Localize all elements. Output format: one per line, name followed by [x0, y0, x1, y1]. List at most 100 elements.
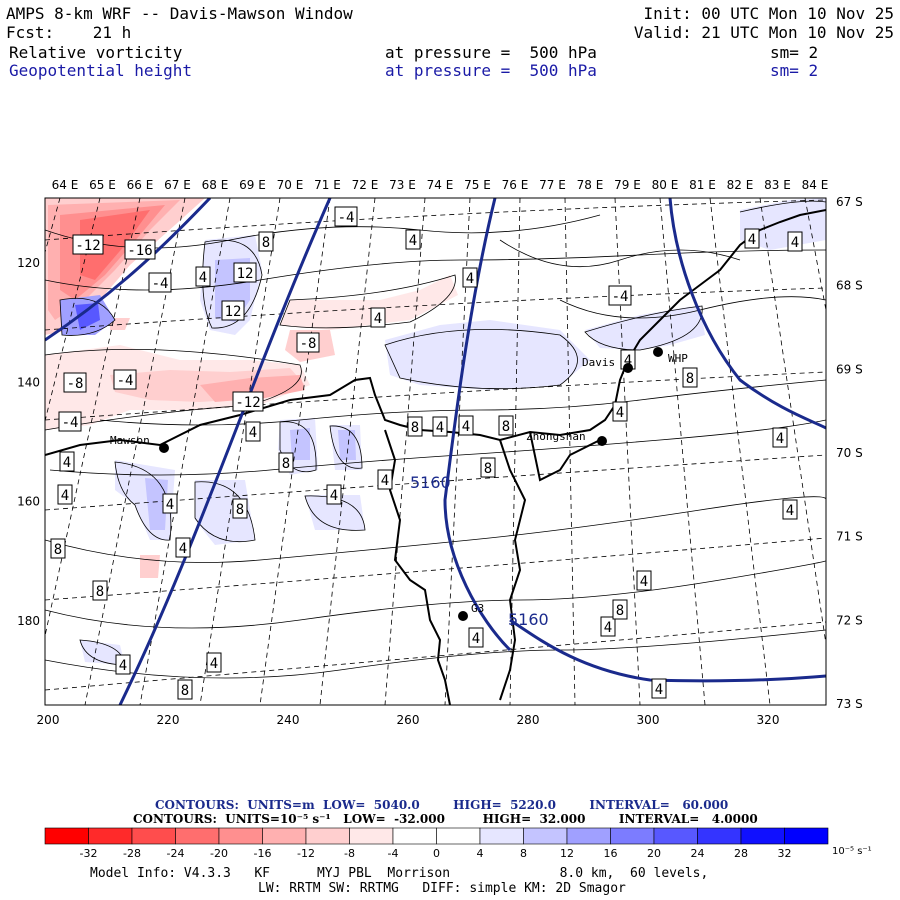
colorbar-label: 24: [691, 847, 705, 860]
grid-y-label: 160: [17, 495, 40, 509]
svg-text:4: 4: [472, 631, 480, 647]
latitude-label: 68 S: [836, 279, 863, 293]
svg-text:12: 12: [225, 304, 242, 320]
vorticity-label: 4: [326, 484, 342, 505]
svg-text:4: 4: [119, 658, 127, 674]
svg-text:4: 4: [462, 419, 470, 435]
colorbar-swatch: [218, 827, 263, 845]
colorbar-label: -16: [254, 847, 272, 860]
colorbar-swatch: [131, 827, 176, 845]
vorticity-label: 12: [233, 262, 257, 283]
chart-title: AMPS 8-km WRF -- Davis-Mawson Window: [6, 4, 353, 23]
vorticity-label: -8: [296, 332, 320, 353]
vorticity-label: 8: [232, 498, 248, 519]
grid-x-label: 300: [637, 713, 660, 727]
vorticity-label: 4: [245, 421, 261, 442]
colorbar-label: -12: [297, 847, 315, 860]
colorbar-label: -8: [344, 847, 355, 860]
longitude-label: 73 E: [389, 178, 416, 192]
svg-text:4: 4: [655, 682, 663, 698]
model-info-line2: LW: RRTM SW: RRTMG DIFF: simple KM: 2D S…: [258, 881, 626, 896]
colorbar-swatch: [392, 827, 437, 845]
colorbar-swatch: [349, 827, 394, 845]
colorbar-swatch: [740, 827, 785, 845]
svg-text:-8: -8: [300, 336, 317, 352]
svg-text:-4: -4: [338, 210, 355, 226]
parallel-grid: [45, 199, 826, 705]
longitude-label: 83 E: [764, 178, 791, 192]
positive-vorticity-shading: [60, 198, 826, 665]
vorticity-label: 4: [195, 266, 211, 287]
station-label-whp: WHP: [668, 352, 688, 365]
grid-x-labels: 200 220 240 260 280 300 320: [37, 713, 780, 727]
svg-text:8: 8: [616, 603, 624, 619]
vorticity-label: -4: [148, 272, 172, 293]
field1-level: at pressure = 500 hPa: [385, 43, 597, 62]
svg-text:8: 8: [236, 502, 244, 518]
vorticity-label: 4: [377, 469, 393, 490]
colorbar-swatch: [262, 827, 307, 845]
vorticity-label: 8: [278, 452, 294, 473]
svg-text:4: 4: [210, 656, 218, 672]
colorbar-unit: 10⁻⁵ s⁻¹: [832, 846, 872, 857]
svg-text:4: 4: [776, 431, 784, 447]
vorticity-label: 4: [612, 401, 628, 422]
svg-text:4: 4: [166, 497, 174, 513]
vorticity-label: 4: [636, 570, 652, 591]
svg-text:-16: -16: [127, 243, 152, 259]
vorticity-label: 4: [468, 627, 484, 648]
colorbar-label: -24: [167, 847, 185, 860]
longitude-label: 79 E: [614, 178, 641, 192]
longitude-label: 72 E: [352, 178, 379, 192]
svg-text:-8: -8: [67, 376, 84, 392]
colorbar-swatch: [436, 827, 481, 845]
vorticity-label: 8: [407, 416, 423, 437]
grid-x-label: 280: [517, 713, 540, 727]
svg-text:4: 4: [63, 455, 71, 471]
vorticity-label: 8: [480, 457, 496, 478]
svg-text:-4: -4: [612, 289, 629, 305]
vorticity-label: 4: [462, 267, 478, 288]
longitude-label: 70 E: [277, 178, 304, 192]
latitude-label: 72 S: [836, 613, 863, 627]
longitude-label: 84 E: [802, 178, 829, 192]
vorticity-label: 8: [50, 538, 66, 559]
map-frame: [44, 197, 827, 706]
height-label: 5160: [410, 473, 451, 492]
station-label-davis: Davis: [582, 356, 615, 369]
field2-smoothing: sm= 2: [770, 61, 819, 80]
vorticity-label: 4: [782, 499, 798, 520]
vorticity-label: 4: [458, 415, 474, 436]
station-marker: [159, 443, 169, 453]
vorticity-label: 8: [682, 367, 698, 388]
svg-text:4: 4: [330, 488, 338, 504]
vorticity-label: 4: [59, 451, 75, 472]
svg-text:12: 12: [237, 266, 254, 282]
colorbar-swatch: [305, 827, 350, 845]
grid-y-label: 120: [17, 256, 40, 270]
vorticity-label: 8: [258, 231, 274, 252]
vorticity-label: 4: [370, 307, 386, 328]
vorticity-contours: [45, 200, 826, 679]
grid-y-labels: 120 140 160 180: [17, 256, 40, 628]
colorbar-swatch: [88, 827, 133, 845]
svg-text:4: 4: [249, 425, 257, 441]
vorticity-contour-info: CONTOURS: UNITS=10⁻⁵ s⁻¹ LOW= -32.000 HI…: [133, 812, 758, 826]
colorbar-swatch: [566, 827, 611, 845]
svg-text:8: 8: [411, 420, 419, 436]
vorticity-label: 4: [772, 427, 788, 448]
vorticity-label: 4: [405, 229, 421, 250]
svg-text:8: 8: [181, 683, 189, 699]
latitude-label: 70 S: [836, 446, 863, 460]
colorbar-label: 8: [520, 847, 527, 860]
svg-text:4: 4: [374, 311, 382, 327]
height-contour-info: CONTOURS: UNITS=m LOW= 5040.0 HIGH= 5220…: [155, 798, 729, 812]
field1-smoothing: sm= 2: [770, 43, 819, 62]
colorbar-swatch: [175, 827, 220, 845]
grid-y-label: 180: [17, 614, 40, 628]
colorbar-swatch: [784, 827, 829, 845]
colorbar-swatch: [523, 827, 568, 845]
station-label-g3: G3: [471, 602, 484, 615]
negative-vorticity-shading: [45, 198, 458, 578]
